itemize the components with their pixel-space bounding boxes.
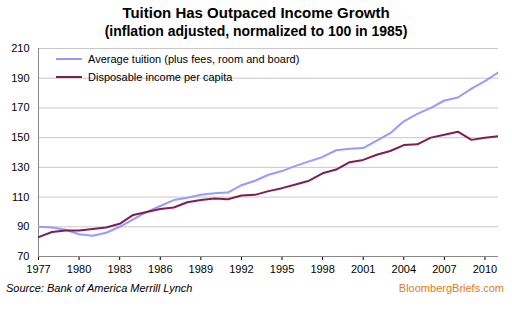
svg-text:2001: 2001 — [351, 263, 375, 275]
svg-text:1977: 1977 — [26, 263, 50, 275]
svg-text:1995: 1995 — [270, 263, 294, 275]
html-text:Disposable income per capita: Disposable income per capita — [88, 71, 233, 83]
html-text:Average tuition (plus fees, ro: Average tuition (plus fees, room and boa… — [88, 53, 300, 65]
svg-text:2007: 2007 — [432, 263, 456, 275]
svg-text:190: 190 — [11, 72, 29, 84]
svg-text:1998: 1998 — [310, 263, 334, 275]
svg-text:70: 70 — [17, 250, 29, 262]
html-text:BloombergBriefs.com: BloombergBriefs.com — [398, 282, 504, 294]
html-text:Tuition Has Outpaced Income Gr: Tuition Has Outpaced Income Growth — [122, 4, 390, 21]
svg-text:170: 170 — [11, 101, 29, 113]
svg-text:2004: 2004 — [392, 263, 416, 275]
svg-text:130: 130 — [11, 161, 29, 173]
svg-text:90: 90 — [17, 220, 29, 232]
svg-text:2010: 2010 — [473, 263, 497, 275]
html-text:(inflation adjusted, normalize: (inflation adjusted, normalized to 100 i… — [104, 23, 408, 39]
svg-text:110: 110 — [12, 191, 30, 203]
svg-text:1986: 1986 — [148, 263, 172, 275]
svg-text:150: 150 — [11, 131, 29, 143]
html-text:Source: Bank of America Merril: Source: Bank of America Merrill Lynch — [6, 282, 193, 294]
svg-text:1989: 1989 — [189, 263, 213, 275]
svg-text:210: 210 — [11, 42, 29, 54]
svg-text:1992: 1992 — [229, 263, 253, 275]
svg-text:1980: 1980 — [67, 263, 91, 275]
svg-text:1983: 1983 — [107, 263, 131, 275]
